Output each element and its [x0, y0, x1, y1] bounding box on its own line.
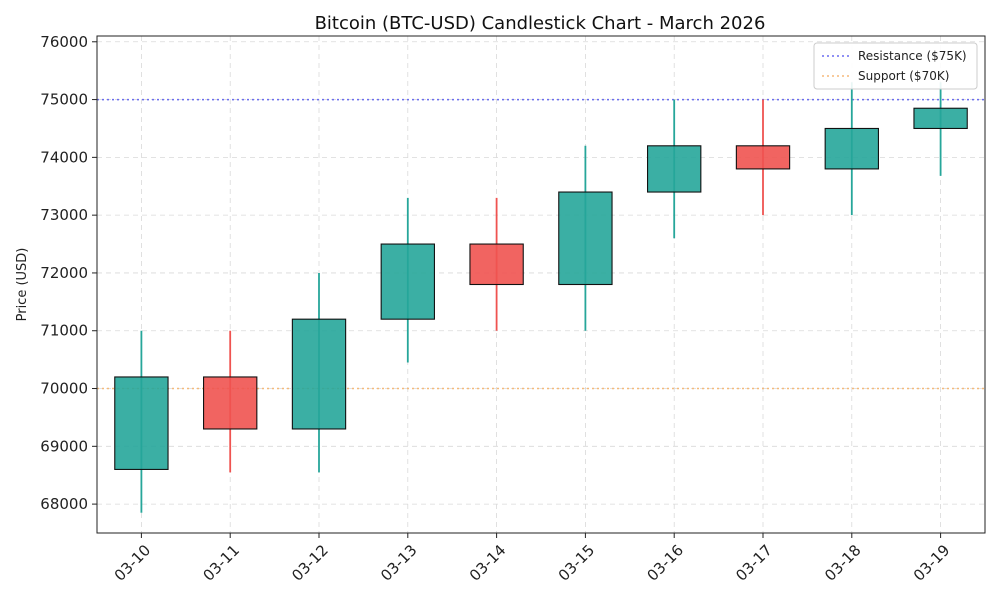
candle-body-down [203, 376, 258, 430]
reference-lines [97, 98, 985, 390]
chart-title: Bitcoin (BTC-USD) Candlestick Chart - Ma… [315, 13, 766, 34]
y-tick-label: 68000 [40, 495, 88, 513]
y-tick-label: 69000 [40, 437, 88, 455]
candle-body-up [114, 376, 169, 470]
legend-box [813, 42, 978, 90]
legend-label: Resistance ($75K) [858, 49, 967, 63]
candle [558, 145, 613, 331]
x-tick-label: 03-12 [288, 541, 332, 585]
x-axis-ticks: 03-10 03-11 03-12 03-13 03-14 03-15 03-16 03-17… [111, 533, 954, 585]
x-tick-label: 03-14 [466, 541, 510, 585]
candle-body-up [647, 145, 702, 193]
x-tick-label: 03-11 [199, 541, 243, 585]
y-axis-ticks: 68000 69000 70000 71000 72000 73000 74000 75000… [40, 33, 97, 513]
y-tick-label: 70000 [40, 380, 88, 398]
legend: Resistance ($75K) Support ($70K) [813, 42, 978, 90]
candle [647, 99, 702, 239]
candles [114, 82, 968, 513]
candle-body-up [558, 191, 613, 286]
y-tick-label: 71000 [40, 322, 88, 340]
x-tick-label: 03-10 [111, 541, 155, 585]
candle [114, 330, 169, 513]
candle-body-down [469, 243, 524, 286]
candle [735, 99, 791, 216]
y-tick-label: 75000 [40, 91, 88, 109]
y-tick-label: 76000 [40, 33, 88, 51]
x-tick-label: 03-19 [910, 541, 954, 585]
candle-body-down [735, 145, 791, 170]
x-tick-label: 03-16 [643, 541, 687, 585]
plot-frame [96, 35, 986, 534]
x-tick-label: 03-17 [732, 541, 776, 585]
y-tick-label: 72000 [40, 264, 88, 282]
y-tick-label: 73000 [40, 206, 88, 224]
candle [291, 272, 347, 473]
candle [469, 197, 524, 331]
candle-body-up [380, 243, 435, 320]
candle [913, 82, 968, 176]
x-tick-label: 03-18 [821, 541, 865, 585]
x-tick-label: 03-13 [377, 541, 421, 585]
candle-body-up [291, 318, 347, 430]
legend-label: Support ($70K) [858, 69, 949, 83]
x-tick-label: 03-15 [555, 541, 599, 585]
candle [203, 330, 258, 473]
y-tick-label: 74000 [40, 148, 88, 166]
candle-body-up [824, 127, 879, 170]
y-axis-title: Price (USD) [15, 248, 30, 322]
candle-body-up [913, 107, 968, 130]
candle [824, 82, 879, 216]
candle [380, 197, 435, 363]
